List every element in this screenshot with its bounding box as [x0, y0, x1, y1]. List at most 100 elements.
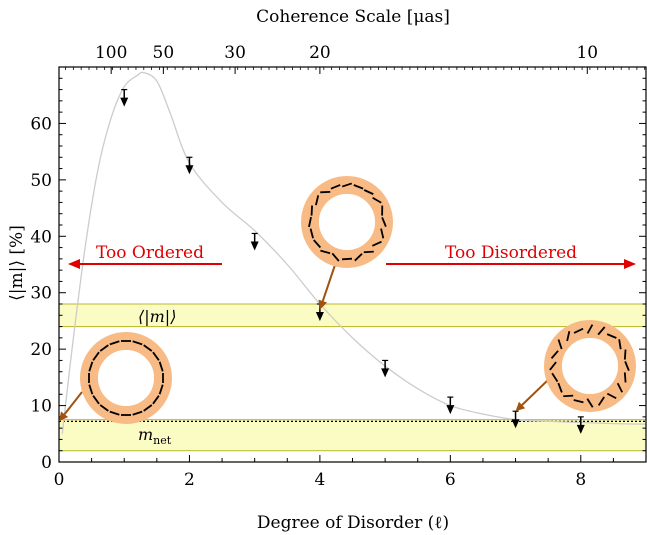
upper-limit-head	[576, 424, 585, 434]
too-disordered-label: Too Disordered	[445, 243, 577, 263]
polarization-tick	[92, 351, 100, 361]
band-mnet-label: mnet	[138, 425, 172, 447]
ring-pointer-head	[318, 299, 328, 310]
y-tick-label: 10	[30, 397, 52, 417]
polarization-tick	[372, 196, 382, 204]
upper-limit-7	[576, 416, 585, 434]
top-axis-label: Coherence Scale [μas]	[256, 7, 450, 27]
polarization-tick	[563, 394, 574, 398]
y-tick-label: 40	[30, 227, 52, 247]
ring-hole	[98, 350, 154, 406]
polarization-tick	[557, 339, 563, 350]
too-disordered-arrowhead	[624, 259, 636, 269]
ring-illustrations	[59, 176, 636, 424]
ring-pointer	[521, 379, 549, 406]
ring-pointer	[63, 391, 83, 415]
ring-ordered	[59, 332, 172, 424]
too-ordered-arrowhead	[68, 259, 80, 269]
ring-pointer	[321, 261, 337, 302]
polarization-tick	[313, 239, 322, 249]
polarization-tick	[550, 350, 559, 359]
polarization-tick	[132, 340, 143, 346]
top-tick-label: 50	[153, 43, 175, 63]
upper-limit-5	[446, 396, 455, 415]
y-tick-label: 50	[30, 171, 52, 191]
polarization-tick	[381, 217, 387, 227]
ring-hole	[562, 338, 618, 394]
y-axis-label: ⟨|m|⟩ [%]	[7, 225, 27, 301]
ring-disordered	[515, 320, 636, 412]
polarization-tick	[109, 410, 120, 416]
y-tick-label: 0	[41, 453, 52, 473]
polarization-tick	[152, 395, 160, 405]
top-tick-label: 20	[309, 43, 331, 63]
upper-limit-head	[381, 368, 390, 378]
polarization-tick	[371, 240, 382, 247]
upper-limit-head	[315, 312, 324, 321]
polarization-tick	[353, 184, 364, 190]
polarization-tick	[341, 182, 353, 188]
polarization-tick	[597, 326, 606, 336]
polarization-tick	[158, 361, 164, 372]
y-tick-label: 30	[30, 284, 52, 304]
y-tick-label: 20	[30, 340, 52, 360]
polarization-tick	[566, 330, 571, 342]
x-tick-label: 0	[54, 470, 65, 490]
polarization-tick	[606, 333, 617, 339]
upper-limit-head	[446, 405, 455, 415]
polarization-tick	[380, 228, 385, 239]
polarization-tick	[158, 384, 164, 395]
polarization-tick	[310, 205, 313, 216]
ring-pointer-head	[59, 411, 69, 422]
top-tick-label: 100	[95, 43, 127, 63]
polarization-tick	[99, 344, 109, 352]
polarization-tick	[623, 349, 627, 360]
polarization-tick	[315, 195, 320, 206]
polarization-tick	[573, 399, 584, 404]
y-tick-label: 60	[30, 114, 52, 134]
polarization-tick	[363, 250, 374, 254]
tick-group	[58, 66, 647, 463]
x-axis-label: Degree of Disorder (ℓ)	[257, 513, 449, 533]
upper-limit-2	[250, 232, 259, 251]
polarization-tick	[624, 361, 630, 371]
x-tick-label: 6	[445, 470, 456, 490]
x-tick-label: 4	[314, 470, 325, 490]
upper-limit-head	[511, 419, 520, 429]
ring-hole	[319, 194, 375, 250]
upper-limit-0	[120, 88, 129, 107]
polarization-tick	[109, 340, 120, 346]
upper-limit-head	[250, 241, 259, 251]
polarization-tick	[99, 404, 109, 412]
polarization-tick	[549, 361, 557, 371]
too-disordered-annotation: Too Disordered	[386, 243, 636, 269]
polarization-tick	[143, 404, 153, 412]
upper-limits-group	[120, 88, 585, 434]
ring-pointer-head	[515, 401, 526, 412]
polarization-tick	[152, 351, 160, 361]
polarization-tick	[557, 382, 563, 393]
polarization-tick	[320, 249, 331, 255]
ring-intermediate	[301, 176, 393, 310]
too-ordered-annotation: Too Ordered	[68, 243, 222, 269]
bands	[58, 303, 647, 452]
polarization-tick	[597, 396, 605, 406]
upper-limit-head	[185, 165, 194, 175]
upper-limit-1	[185, 156, 194, 175]
polarization-tick	[88, 361, 94, 372]
polarization-tick	[92, 395, 100, 405]
polarization-tick	[363, 189, 374, 195]
polarization-tick	[573, 327, 584, 334]
top-tick-label: 10	[576, 43, 598, 63]
upper-limit-head	[120, 97, 129, 107]
band-1	[58, 419, 647, 452]
polarization-tick	[309, 228, 314, 239]
polarization-tick	[132, 410, 143, 416]
polarization-tick	[354, 253, 363, 262]
polarization-tick	[143, 344, 153, 352]
polarization-tick	[586, 324, 594, 334]
polarization-tick	[551, 372, 559, 383]
tick-labels: 0 2 4 6 8 0 10 20 30 40 50 60 100 50 30 20 10	[30, 43, 598, 490]
